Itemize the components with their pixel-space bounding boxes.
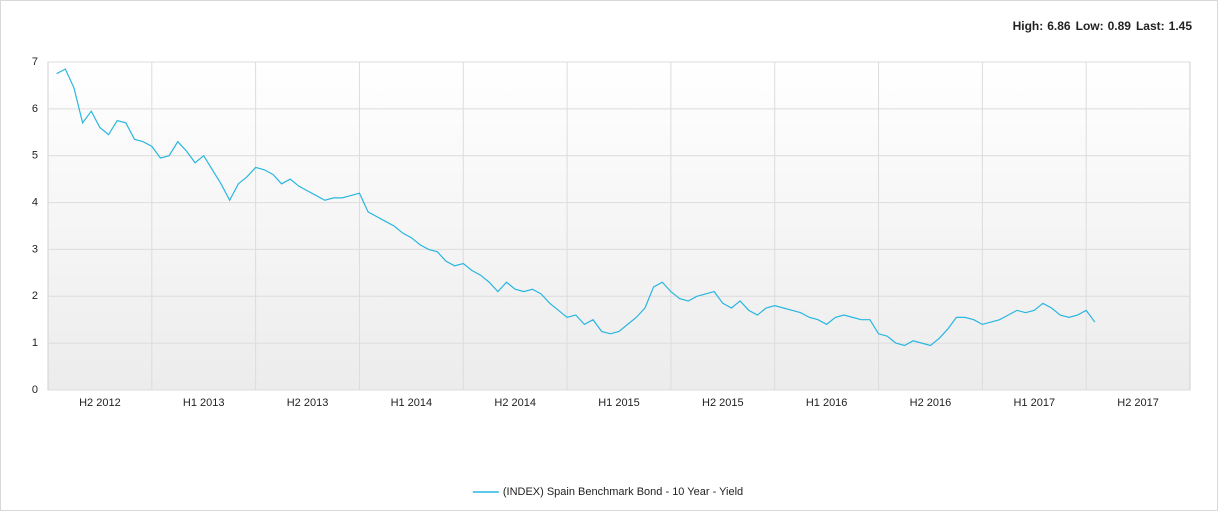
x-tick-label: H1 2014 [391, 397, 433, 409]
summary-value: 6.86 [1047, 19, 1071, 33]
y-tick-label: 2 [32, 290, 38, 302]
marks [56, 68, 1096, 347]
data-line [56, 68, 1096, 347]
summary-label: Low: [1076, 19, 1104, 33]
labels: 0 1 2 3 4 5 6 7 H2 2012 H1 2013 H2 2013 H1 2014 H2 2… [32, 19, 1192, 498]
x-tick-label: H2 2012 [79, 397, 121, 409]
summary-value: 1.45 [1169, 19, 1193, 33]
y-tick-label: 7 [32, 56, 38, 68]
x-tick-label: H2 2015 [702, 397, 744, 409]
x-tick-label: H1 2017 [1013, 397, 1055, 409]
y-tick-label: 4 [32, 196, 38, 208]
x-tick-label: H1 2016 [806, 397, 848, 409]
x-tick-label: H2 2016 [910, 397, 952, 409]
grid [48, 61, 1190, 391]
y-tick-label: 3 [32, 243, 38, 255]
summary-value: 0.89 [1108, 19, 1132, 33]
plot-area [47, 61, 1191, 391]
x-tick-label: H1 2013 [183, 397, 225, 409]
x-tick-label: H1 2015 [598, 397, 640, 409]
y-tick-label: 1 [32, 337, 38, 349]
legend-label: (INDEX) Spain Benchmark Bond - 10 Year -… [503, 486, 743, 498]
x-tick-label: H2 2017 [1117, 397, 1159, 409]
summary-label: Last: [1136, 19, 1165, 33]
summary-label: High: [1013, 19, 1044, 33]
y-tick-label: 0 [32, 384, 38, 396]
x-tick-label: H2 2013 [287, 397, 329, 409]
x-tick-label: H2 2014 [494, 397, 536, 409]
y-tick-label: 6 [32, 103, 38, 115]
y-tick-label: 5 [32, 150, 38, 162]
